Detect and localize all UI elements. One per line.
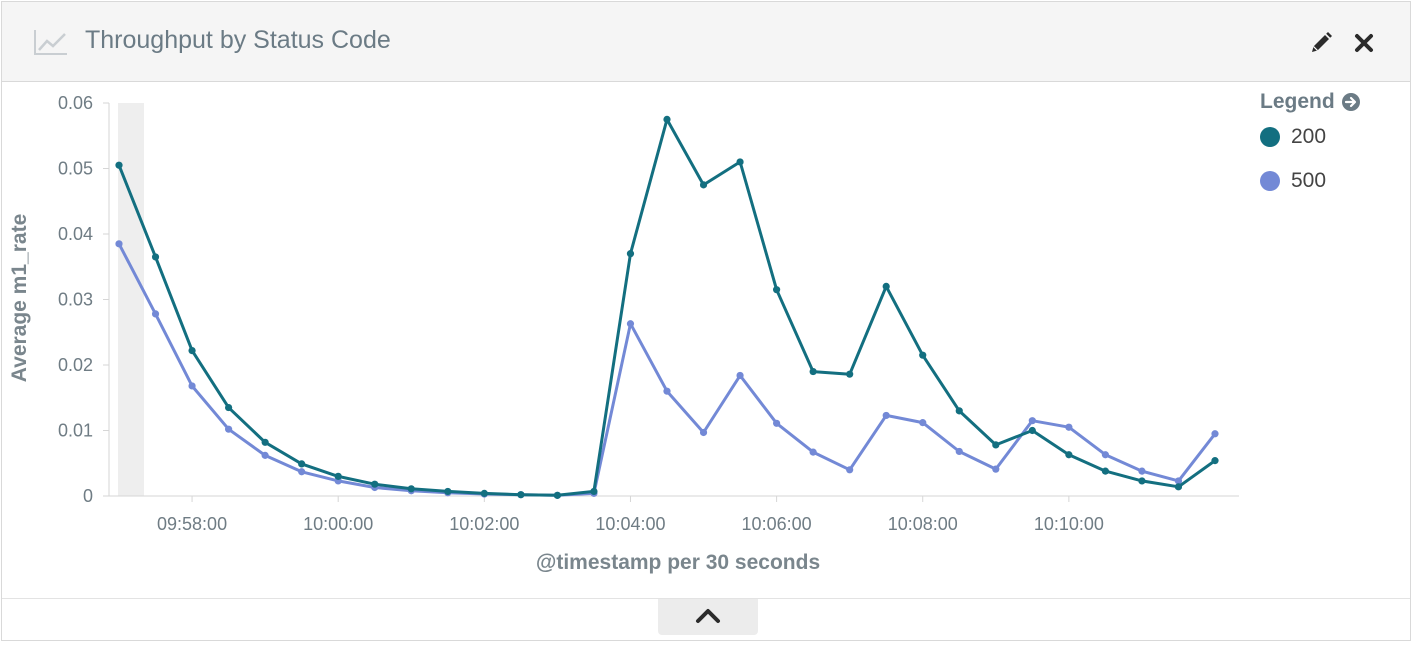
footer-divider <box>2 598 1410 599</box>
data-point[interactable] <box>590 487 598 496</box>
data-point[interactable] <box>151 310 160 318</box>
x-tick-label: 10:02:00 <box>449 514 519 534</box>
data-point[interactable] <box>115 161 123 169</box>
y-tick-label: 0.03 <box>58 290 93 310</box>
y-tick-label: 0.02 <box>58 355 93 375</box>
data-point[interactable] <box>334 472 342 480</box>
data-point[interactable] <box>736 158 744 166</box>
legend-item-200[interactable]: 200 <box>1260 125 1326 149</box>
data-point[interactable] <box>1028 426 1036 435</box>
data-point[interactable] <box>225 403 233 412</box>
data-point[interactable] <box>773 419 781 427</box>
x-tick-label: 10:04:00 <box>595 514 665 534</box>
y-axis-title: Average m1_rate <box>8 214 31 383</box>
data-point[interactable] <box>225 425 233 433</box>
y-ticks: 0 0.01 0.02 0.03 0.04 0.05 0.06 <box>58 93 109 506</box>
legend-swatch <box>1260 171 1280 191</box>
data-point[interactable] <box>955 447 963 456</box>
arrow-circle-right-icon <box>1341 93 1360 111</box>
data-point[interactable] <box>955 407 963 415</box>
data-point[interactable] <box>919 419 927 427</box>
data-point[interactable] <box>115 240 123 248</box>
data-point[interactable] <box>663 387 671 395</box>
legend-item-500[interactable]: 500 <box>1260 169 1326 193</box>
panel-header: Throughput by Status Code <box>2 2 1410 82</box>
data-point[interactable] <box>407 485 415 493</box>
selection-highlight <box>118 103 144 496</box>
data-point[interactable] <box>188 382 196 390</box>
line-chart-icon <box>34 30 67 55</box>
data-point[interactable] <box>882 411 890 420</box>
data-point[interactable] <box>736 371 744 380</box>
chevron-up-icon <box>696 609 720 623</box>
data-point[interactable] <box>809 448 817 456</box>
data-point[interactable] <box>261 451 269 459</box>
series-line-200 <box>117 117 1216 497</box>
legend-label: 200 <box>1291 125 1327 148</box>
y-tick-label: 0 <box>83 486 93 506</box>
data-point[interactable] <box>992 465 1000 473</box>
data-point[interactable] <box>1138 477 1146 485</box>
y-tick-label: 0.06 <box>58 93 93 113</box>
data-point[interactable] <box>846 466 854 474</box>
line-chart: 0 0.01 0.02 0.03 0.04 0.05 0.06 09:58:00 10:00:… <box>8 93 1239 574</box>
data-point[interactable] <box>1065 423 1073 431</box>
data-point[interactable] <box>1138 467 1146 475</box>
data-point[interactable] <box>371 480 379 488</box>
x-tick-label: 10:00:00 <box>303 514 373 534</box>
data-point[interactable] <box>1028 417 1036 425</box>
series-line-500 <box>117 243 1217 497</box>
x-axis-title: @timestamp per 30 seconds <box>536 551 820 574</box>
legend-title: Legend <box>1260 90 1335 113</box>
data-point[interactable] <box>846 370 854 378</box>
data-point[interactable] <box>809 367 817 376</box>
y-tick-label: 0.01 <box>58 421 93 441</box>
legend-swatch <box>1260 127 1280 147</box>
y-tick-label: 0.05 <box>58 159 93 179</box>
x-tick-label: 10:08:00 <box>888 514 958 534</box>
pencil-icon[interactable] <box>1309 31 1333 55</box>
data-point[interactable] <box>444 487 452 496</box>
data-point[interactable] <box>517 491 525 499</box>
data-point[interactable] <box>699 181 708 189</box>
data-point[interactable] <box>480 489 488 497</box>
series-layer <box>115 115 1219 499</box>
close-icon[interactable] <box>1352 31 1376 55</box>
data-point[interactable] <box>298 468 306 476</box>
data-point[interactable] <box>1211 457 1219 465</box>
data-point[interactable] <box>188 346 196 355</box>
data-point[interactable] <box>1101 451 1109 459</box>
data-point[interactable] <box>1174 477 1183 485</box>
x-tick-label: 10:10:00 <box>1034 514 1104 534</box>
data-point[interactable] <box>553 491 562 499</box>
data-point[interactable] <box>882 282 890 290</box>
data-point[interactable] <box>261 438 269 446</box>
data-point[interactable] <box>298 460 306 468</box>
data-point[interactable] <box>1065 451 1073 459</box>
data-point[interactable] <box>1211 430 1219 438</box>
series-200 <box>115 115 1219 499</box>
data-point[interactable] <box>663 115 671 123</box>
data-point[interactable] <box>699 428 708 437</box>
panel-title: Throughput by Status Code <box>85 26 391 54</box>
data-point[interactable] <box>1174 483 1183 491</box>
data-point[interactable] <box>626 250 635 258</box>
data-point[interactable] <box>151 253 160 261</box>
legend-toggle[interactable]: Legend <box>1260 90 1361 114</box>
data-point[interactable] <box>1101 467 1109 475</box>
series-500 <box>115 240 1219 499</box>
collapse-button[interactable] <box>658 599 758 635</box>
data-point[interactable] <box>773 286 781 294</box>
data-point[interactable] <box>992 441 1000 449</box>
y-tick-label: 0.04 <box>58 224 93 244</box>
legend-label: 500 <box>1291 169 1327 192</box>
x-tick-label: 10:06:00 <box>742 514 812 534</box>
x-ticks: 09:58:00 10:00:00 10:02:00 10:04:00 10:06:00… <box>157 496 1104 534</box>
data-point[interactable] <box>919 351 927 359</box>
x-tick-label: 09:58:00 <box>157 514 227 534</box>
data-point[interactable] <box>626 320 635 328</box>
